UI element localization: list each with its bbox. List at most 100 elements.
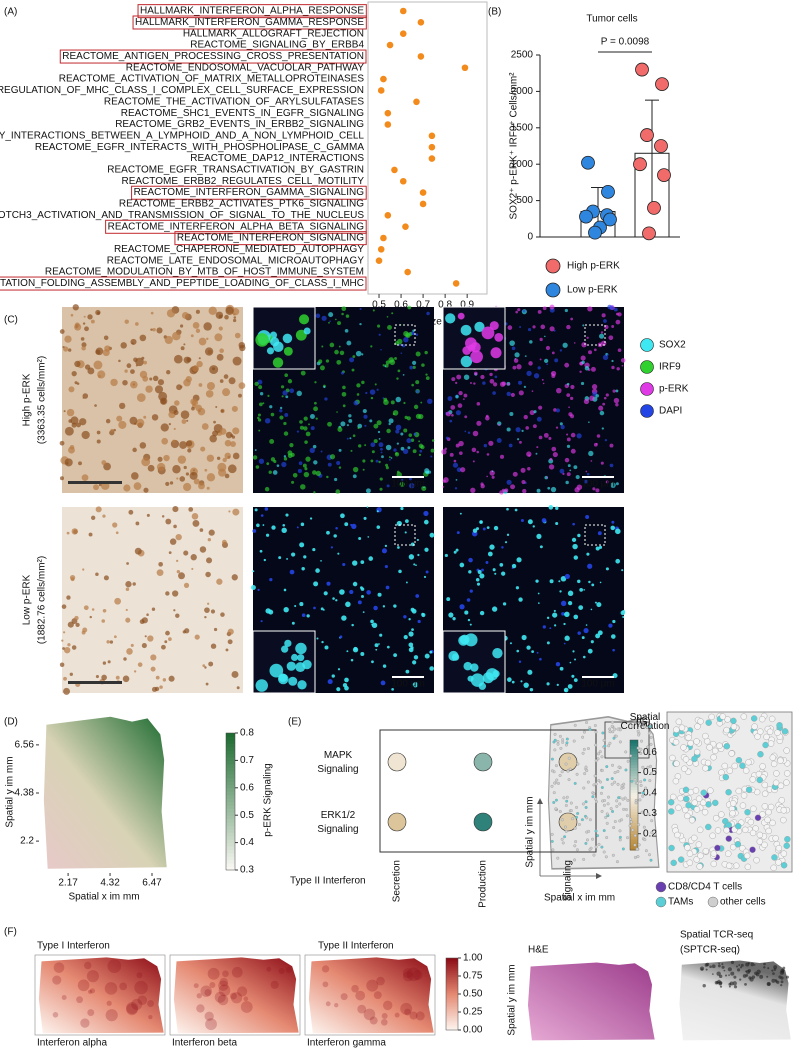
cell [783,779,790,786]
x-axis-label: Spatial x im mm [544,893,615,904]
if-signal [425,373,428,376]
colorbar-step [226,863,235,868]
inset-cell [282,333,293,344]
if-signal [545,345,551,351]
if-signal [296,430,300,433]
ihc-stain [103,575,109,581]
colorbar [629,739,639,851]
ihc-stain [116,415,123,422]
if-signal [574,487,580,493]
ihc-stain [216,353,224,361]
colorbar-step [446,963,458,966]
colorbar-step [226,733,235,737]
x-tick-label: 0.8 [438,300,452,311]
if-signal [404,531,407,534]
cell [553,781,557,785]
cell [668,808,675,815]
if-signal [522,488,527,494]
if-signal [566,444,571,449]
if-signal [268,470,272,474]
cell [610,782,614,786]
if-signal [590,640,594,644]
cell [677,794,684,802]
cell [670,793,677,801]
ihc-stain [227,639,233,645]
hotspot [266,966,272,972]
cell [580,818,584,822]
cell [592,783,596,787]
ihc-stain [91,608,95,611]
if-signal [456,467,462,473]
ihc-stain [81,430,90,440]
if-signal [566,433,569,436]
ihc-stain [74,360,81,368]
if-signal [361,380,365,385]
cell [596,834,600,838]
if-signal [395,396,402,403]
cell [777,757,784,764]
cell [694,723,701,730]
if-signal [598,405,604,411]
legend-label: High p-ERK [567,261,620,272]
ihc-stain [197,482,205,490]
if-signal [320,560,322,562]
cell [554,807,558,811]
if-signal [400,352,403,354]
if-signal [259,549,263,553]
cell [553,732,557,736]
cell [672,738,680,746]
cell [563,835,567,839]
if-signal [308,423,310,426]
hotspot [412,969,423,981]
cell [705,719,712,726]
if-signal [283,607,289,613]
pathway-label: REACTOME_SIGNALING_BY_ERBB4 [190,40,364,51]
if-signal [448,612,454,618]
if-signal [620,610,626,616]
inset-cell [478,682,487,690]
if-signal [290,452,295,457]
ihc-stain [63,676,67,681]
ihc-stain [176,384,182,391]
cell [718,811,725,818]
if-signal [326,475,329,479]
cell [757,751,764,758]
ihc-stain [150,654,157,661]
colorbar-step [226,770,235,775]
cell [723,827,730,834]
cell [637,823,641,827]
cell [646,745,650,749]
if-signal [587,648,593,654]
cell [735,822,742,830]
cell [649,858,653,862]
scale-bar [68,681,122,684]
cell [560,770,564,774]
ihc-stain [98,483,102,487]
if-signal [320,607,324,611]
if-signal [374,383,377,386]
if-signal [492,382,498,387]
colorbar-step [630,756,638,760]
if-signal [294,604,297,608]
if-signal [615,558,621,564]
pathway-label: REACTOME_THE_ACTIVATION_OF_ARYLSULFATASE… [104,96,364,107]
cell [669,754,676,762]
if-signal [336,460,341,465]
hotspot [86,970,99,983]
if-signal [573,555,579,560]
if-signal [320,450,323,453]
ihc-stain [109,640,114,644]
if-signal [352,474,357,479]
colorbar-step [226,839,235,844]
ihc-stain [154,385,164,394]
ihc-stain [132,582,136,586]
ihc-stain [102,349,110,357]
chart-title: Tumor cells [586,14,637,25]
cell [620,786,624,790]
cell [745,786,753,793]
if-signal [590,460,593,462]
if-signal [566,393,571,398]
if-signal [467,431,471,435]
hotspot [104,982,118,995]
if-signal [359,307,362,311]
